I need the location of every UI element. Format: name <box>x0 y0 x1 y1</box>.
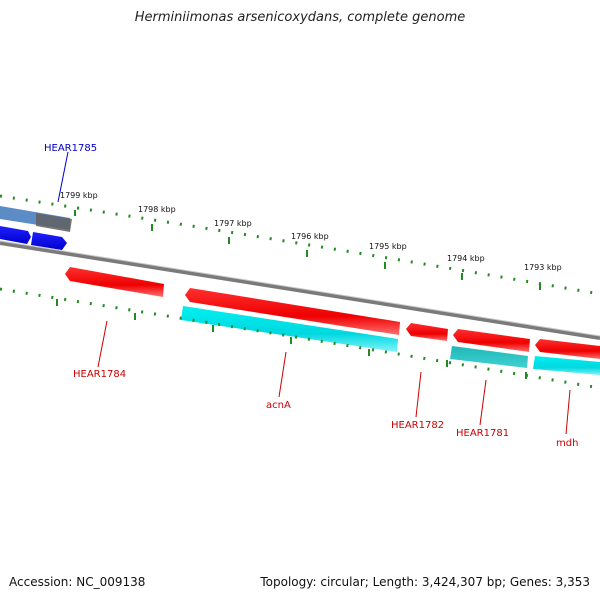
gene-label-mdh[interactable]: mdh <box>556 438 578 449</box>
gene-label-acna[interactable]: acnA <box>266 400 291 411</box>
gene-grey-segment[interactable] <box>36 213 72 232</box>
accession-text: Accession: NC_009138 <box>9 575 146 589</box>
scale-label-1797: 1797 kbp <box>214 219 252 228</box>
gene-mdh-red[interactable] <box>535 339 600 359</box>
scale-label-1793: 1793 kbp <box>524 263 562 272</box>
gene-acna-red[interactable] <box>185 288 400 335</box>
scale-label-1798: 1798 kbp <box>138 205 176 214</box>
scale-label-1794: 1794 kbp <box>447 254 485 263</box>
gene-hear1784[interactable] <box>65 267 164 297</box>
gene-hear1781-red[interactable] <box>453 329 530 352</box>
gene-acna[interactable] <box>181 306 398 352</box>
gene-label-hear1782[interactable]: HEAR1782 <box>391 420 444 431</box>
leader-acna <box>278 351 287 398</box>
leader-mdh <box>565 389 571 435</box>
gene-hear1781[interactable] <box>450 346 528 368</box>
map-title: Herminiimonas arsenicoxydans, complete g… <box>134 10 466 25</box>
genome-info-text: Topology: circular; Length: 3,424,307 bp… <box>260 575 590 589</box>
gene-label-hear1784[interactable]: HEAR1784 <box>73 369 126 380</box>
gene-hear1785-reverse-a[interactable] <box>0 226 31 244</box>
gene-hear1785-reverse-b[interactable] <box>31 232 67 250</box>
leader-hear1781 <box>479 379 487 426</box>
genome-backbone <box>0 241 600 340</box>
gene-hear1782[interactable] <box>406 323 448 341</box>
scale-label-1795: 1795 kbp <box>369 242 407 251</box>
gene-label-hear1781[interactable]: HEAR1781 <box>456 428 509 439</box>
leader-hear1782 <box>415 371 422 418</box>
leader-hear1785 <box>57 151 69 203</box>
gene-mdh[interactable] <box>533 356 600 375</box>
gene-label-hear1785[interactable]: HEAR1785 <box>44 143 97 154</box>
leader-hear1784 <box>97 320 108 368</box>
scale-label-1799: 1799 kbp <box>60 191 98 200</box>
scale-label-1796: 1796 kbp <box>291 232 329 241</box>
inner-major-ticks <box>56 299 527 379</box>
outer-major-ticks <box>74 210 541 290</box>
backbone-highlight <box>0 240 600 337</box>
